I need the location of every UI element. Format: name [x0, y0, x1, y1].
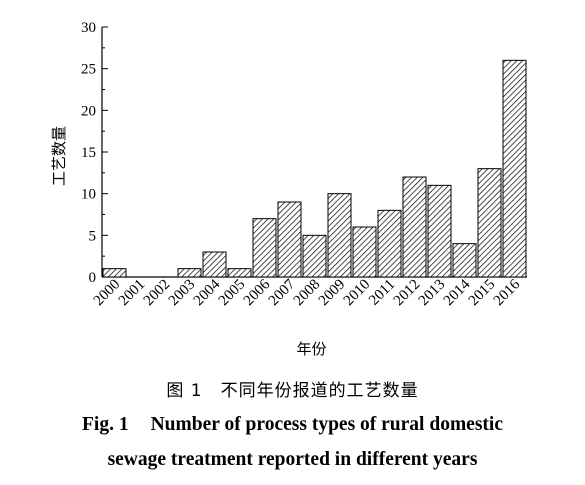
x-tick-label: 2016	[491, 276, 524, 309]
figure-title-en-line2: sewage treatment reported in different y…	[107, 449, 478, 470]
bar-2012	[402, 176, 427, 278]
x-tick-label: 2011	[366, 277, 398, 309]
y-tick-label: 0	[89, 270, 97, 286]
bar-2011	[377, 209, 402, 278]
bar-2015	[477, 168, 502, 278]
figure-title-cn: 不同年份报道的工艺数量	[220, 381, 419, 401]
bar-2014	[452, 243, 477, 278]
bars	[102, 59, 527, 278]
x-tick-label: 2003	[166, 277, 199, 310]
x-tick-label: 2014	[441, 276, 474, 309]
y-tick-label: 20	[81, 103, 96, 119]
x-tick-label: 2005	[216, 277, 249, 310]
figure-title-en-line1: Number of process types of rural domesti…	[150, 414, 503, 435]
x-tick-label: 2002	[141, 277, 174, 310]
bar-2013	[427, 184, 452, 278]
bar-2003	[177, 268, 202, 278]
bar-2010	[352, 226, 377, 278]
y-tick-label: 30	[81, 20, 96, 36]
bar-2016	[502, 59, 527, 278]
x-axis-label: 年份	[296, 340, 326, 358]
y-tick-label: 15	[81, 145, 96, 161]
x-tick-label: 2008	[291, 277, 324, 310]
bar-2006	[252, 218, 277, 278]
y-tick-label: 5	[89, 228, 97, 244]
y-tick-label: 25	[81, 62, 96, 78]
bar-2008	[302, 234, 327, 278]
x-tick-label: 2007	[266, 276, 299, 309]
bar-2000	[102, 268, 127, 278]
x-tick-label: 2009	[316, 277, 349, 310]
x-tick-label: 2001	[116, 277, 149, 310]
figure-caption-en-line1: Fig. 1 Number of process types of rural d…	[0, 414, 585, 436]
bar-chart: 0510152025302000200120022003200420052006…	[50, 20, 527, 358]
figure-caption-cn: 图 1 不同年份报道的工艺数量	[0, 376, 585, 401]
bar-2004	[202, 251, 227, 278]
y-tick-label: 10	[81, 187, 96, 203]
y-axis-label: 工艺数量	[50, 126, 68, 186]
figure-caption-en-line2: sewage treatment reported in different y…	[0, 449, 585, 471]
x-tick-label: 2012	[391, 277, 424, 310]
x-tick-label: 2013	[416, 277, 449, 310]
x-tick-label: 2006	[241, 276, 274, 309]
y-axis	[101, 26, 108, 278]
figure-number-cn: 图 1	[166, 381, 203, 401]
x-tick-label: 2010	[341, 277, 374, 310]
bar-2005	[227, 268, 252, 278]
x-tick-label: 2004	[191, 276, 224, 309]
figure-number-en: Fig. 1	[82, 414, 129, 435]
bar-2007	[277, 201, 302, 278]
x-tick-label: 2015	[466, 277, 499, 310]
bar-2009	[327, 193, 352, 278]
